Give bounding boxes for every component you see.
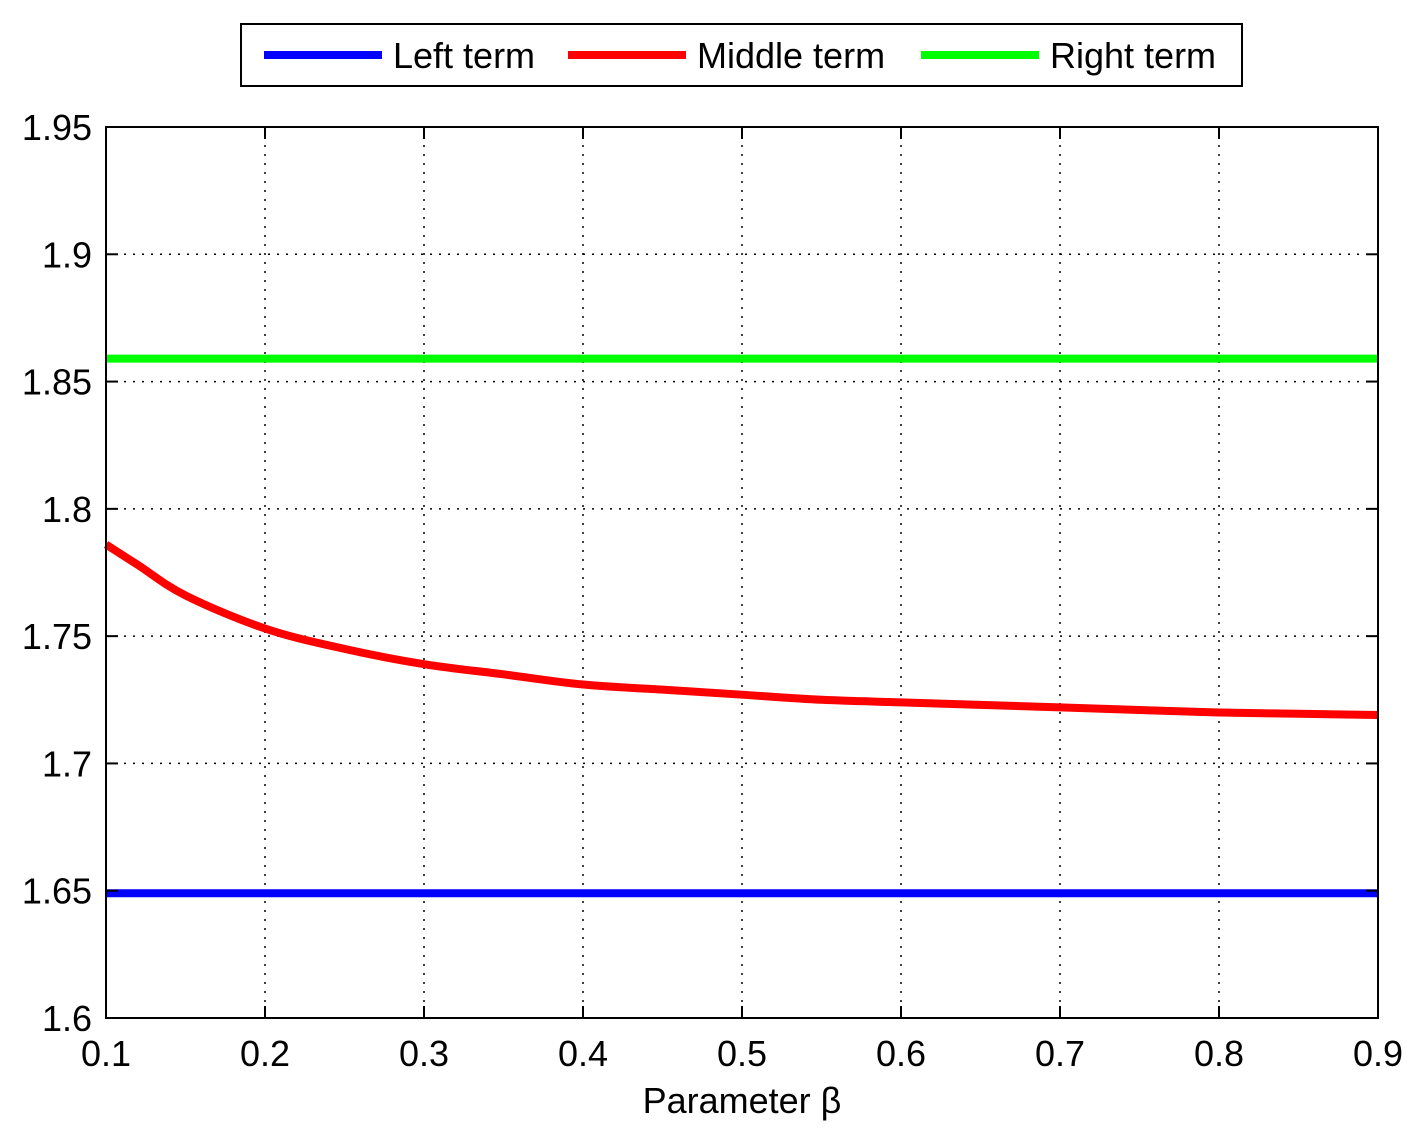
x-tick-label: 0.7 bbox=[1035, 1033, 1085, 1074]
x-tick-label: 0.9 bbox=[1353, 1033, 1403, 1074]
x-tick-label: 0.5 bbox=[717, 1033, 767, 1074]
x-tick-label: 0.8 bbox=[1194, 1033, 1244, 1074]
x-axis-label: Parameter β bbox=[643, 1080, 842, 1121]
y-tick-label: 1.65 bbox=[22, 871, 92, 912]
y-tick-label: 1.75 bbox=[22, 616, 92, 657]
y-tick-label: 1.85 bbox=[22, 362, 92, 403]
axis-ticks bbox=[105, 126, 1379, 1019]
x-tick-label: 0.4 bbox=[558, 1033, 608, 1074]
y-tick-label: 1.6 bbox=[42, 998, 92, 1039]
legend-label: Left term bbox=[393, 35, 535, 76]
tick-labels: 0.1 0.2 0.3 0.4 0.5 0.6 0.7 0.8 0.9 1.6 1.65 1.7 1.7… bbox=[22, 107, 1403, 1074]
x-tick-label: 0.3 bbox=[399, 1033, 449, 1074]
legend: Left term Middle term Right term bbox=[240, 23, 1243, 87]
x-tick-label: 0.2 bbox=[240, 1033, 290, 1074]
legend-label: Middle term bbox=[697, 35, 885, 76]
y-tick-label: 1.8 bbox=[42, 489, 92, 530]
legend-label: Right term bbox=[1050, 35, 1216, 76]
series-layer bbox=[103, 354, 1379, 898]
y-tick-label: 1.95 bbox=[22, 107, 92, 148]
x-tick-label: 0.1 bbox=[81, 1033, 131, 1074]
y-tick-label: 1.9 bbox=[42, 234, 92, 275]
y-tick-label: 1.7 bbox=[42, 743, 92, 784]
series-line-middle-term bbox=[103, 541, 1379, 720]
x-tick-label: 0.6 bbox=[876, 1033, 926, 1074]
legend-box bbox=[240, 23, 1243, 87]
